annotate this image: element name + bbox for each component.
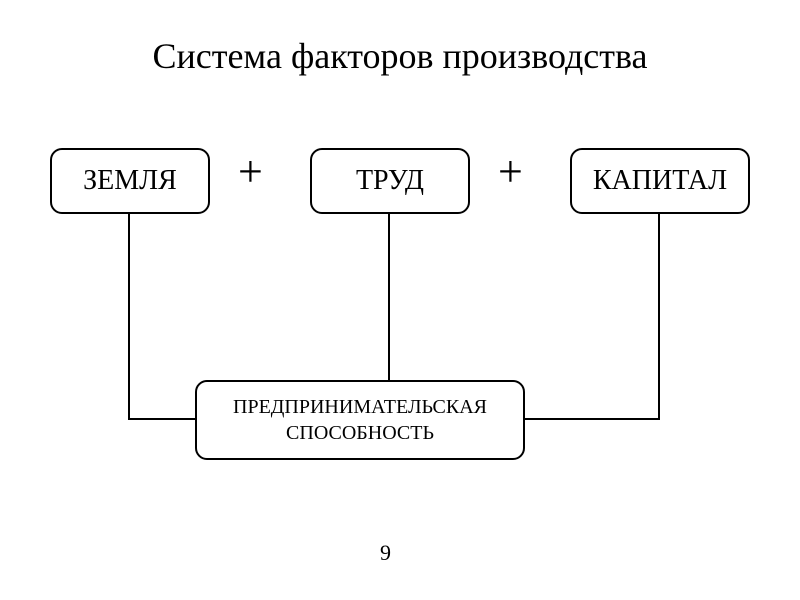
box-zemlya-label: ЗЕМЛЯ [83,165,177,197]
plus-sign-2: + [498,146,523,197]
box-entrepreneurship-line2: СПОСОБНОСТЬ [233,420,487,446]
plus-sign-1: + [238,146,263,197]
box-kapital-label: КАПИТАЛ [593,165,727,197]
connector-left-vert [128,214,130,420]
connector-right-vert [658,214,660,420]
box-trud: ТРУД [310,148,470,214]
box-trud-label: ТРУД [356,165,424,197]
box-kapital: КАПИТАЛ [570,148,750,214]
page-number: 9 [380,540,391,566]
connector-right-horiz [525,418,660,420]
page-title: Система факторов производства [0,35,800,77]
box-entrepreneurship-line1: ПРЕДПРИНИМАТЕЛЬСКАЯ [233,394,487,420]
connector-mid-vert [388,214,390,380]
box-entrepreneurship: ПРЕДПРИНИМАТЕЛЬСКАЯ СПОСОБНОСТЬ [195,380,525,460]
connector-left-horiz [128,418,195,420]
box-zemlya: ЗЕМЛЯ [50,148,210,214]
